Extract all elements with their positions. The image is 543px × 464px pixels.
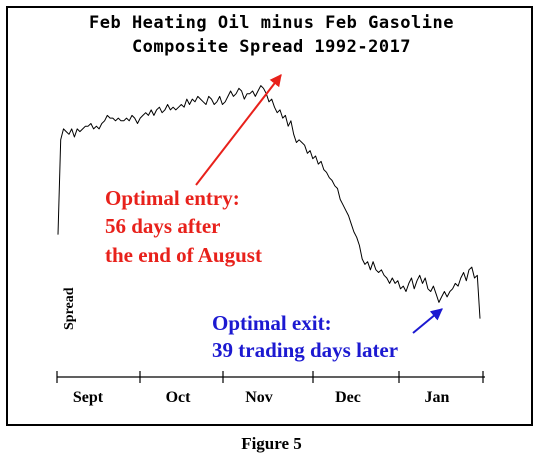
x-tick-label: Oct [166,389,192,406]
figure-caption: Figure 5 [241,434,302,453]
y-axis-label: Spread [62,287,77,330]
x-tick-label: Dec [335,389,361,406]
exit-arrow [412,308,443,334]
entry-arrow [195,74,282,186]
entry-annotation-line: 56 days after [105,214,220,238]
x-tick-label: Jan [425,389,450,406]
entry-annotation-line: the end of August [105,243,262,267]
entry-annotation: Optimal entry: 56 days after the end of … [105,186,262,267]
entry-annotation-line: Optimal entry: [105,186,240,210]
exit-annotation-line: 39 trading days later [212,338,398,362]
exit-annotation: Optimal exit: 39 trading days later [212,311,398,362]
chart-subtitle: Composite Spread 1992-2017 [131,37,412,57]
chart-frame [6,6,533,426]
x-tick-label: Sept [73,389,104,406]
chart-title: Feb Heating Oil minus Feb Gasoline [89,13,454,33]
exit-annotation-line: Optimal exit: [212,311,332,335]
x-tick-label: Nov [245,389,273,406]
spread-series-line [57,85,481,319]
